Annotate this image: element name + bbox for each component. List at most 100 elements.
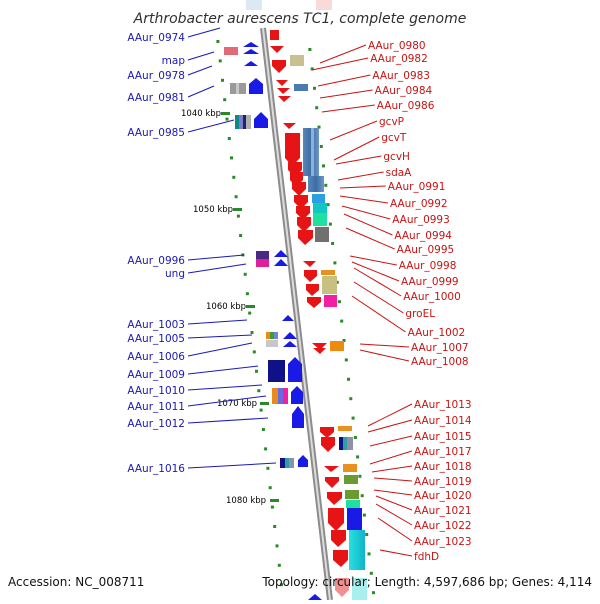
leader-line <box>369 435 413 447</box>
reverse-gene-label[interactable]: groEL <box>405 308 435 320</box>
domain-block <box>321 270 335 275</box>
reverse-gene-label[interactable]: AAur_0995 <box>397 244 455 256</box>
leader-line <box>187 342 253 357</box>
leader-line <box>187 85 215 98</box>
scale-dot <box>264 447 268 451</box>
reverse-gene-label[interactable]: AAur_1008 <box>411 356 469 368</box>
domain-block <box>294 84 308 91</box>
forward-gene-label[interactable]: AAur_1009 <box>127 369 185 381</box>
domain-block <box>308 176 324 192</box>
leader-line <box>187 27 221 38</box>
leader-line <box>359 343 410 348</box>
forward-gene-label[interactable]: AAur_0974 <box>127 32 185 44</box>
reverse-gene-label[interactable]: AAur_1007 <box>411 342 469 354</box>
reverse-gene-label[interactable]: AAur_0983 <box>372 70 430 82</box>
reverse-gene-label[interactable]: AAur_0998 <box>399 260 457 272</box>
leader-line <box>367 419 413 433</box>
leader-line <box>319 89 373 99</box>
reverse-gene-label[interactable]: AAur_1002 <box>408 327 466 339</box>
domain-block <box>283 388 288 404</box>
reverse-gene-label[interactable]: AAur_1019 <box>414 476 472 488</box>
reverse-gene-label[interactable]: AAur_1015 <box>414 431 472 443</box>
scale-dot <box>270 505 274 509</box>
forward-gene-label[interactable]: AAur_1012 <box>127 418 185 430</box>
forward-gene-label[interactable]: AAur_1006 <box>127 351 185 363</box>
reverse-gene-label[interactable]: AAur_0984 <box>375 85 433 97</box>
scale-dot <box>365 533 369 536</box>
reverse-gene-label[interactable]: AAur_1014 <box>414 415 472 427</box>
forward-gene-label[interactable]: AAur_1010 <box>127 385 185 397</box>
scale-dot <box>223 98 227 102</box>
leader-line <box>339 185 386 189</box>
forward-gene-arrow <box>243 42 259 47</box>
reverse-gene-label[interactable]: AAur_1022 <box>414 520 472 532</box>
kbp-label: 1060 kbp <box>206 302 246 312</box>
domain-block <box>313 203 327 213</box>
scale-dot <box>331 242 335 245</box>
domain-block <box>330 341 344 351</box>
reverse-gene-label[interactable]: AAur_0992 <box>390 198 448 210</box>
forward-gene-label[interactable]: ung <box>165 268 185 280</box>
leader-line <box>353 267 402 297</box>
reverse-gene-label[interactable]: AAur_1020 <box>414 490 472 502</box>
reverse-gene-label[interactable]: AAur_0991 <box>388 181 446 193</box>
reverse-gene-label[interactable]: AAur_1021 <box>414 505 472 517</box>
reverse-gene-label[interactable]: AAur_0980 <box>368 40 426 52</box>
scale-dot <box>344 358 348 362</box>
domain-block <box>266 332 270 339</box>
leader-line <box>369 450 413 465</box>
map-title: Arthrobacter aurescens TC1, complete gen… <box>133 11 467 27</box>
domain-block <box>268 360 285 382</box>
reverse-gene-label[interactable]: AAur_1000 <box>403 291 461 303</box>
reverse-gene-label[interactable]: gcvT <box>381 132 407 144</box>
leader-line <box>187 51 215 61</box>
reverse-gene-label[interactable]: AAur_0986 <box>377 100 435 112</box>
forward-gene-label[interactable]: AAur_1011 <box>127 401 185 413</box>
scale-dot <box>333 261 337 265</box>
reverse-gene-label[interactable]: AAur_0999 <box>401 276 459 288</box>
forward-gene-label[interactable]: AAur_0978 <box>127 70 185 82</box>
domain-block <box>344 475 358 484</box>
reverse-gene-label[interactable]: AAur_0982 <box>370 53 428 65</box>
domain-block <box>285 458 289 468</box>
reverse-gene-arrow <box>335 578 349 597</box>
reverse-gene-label[interactable]: AAur_0993 <box>392 214 450 226</box>
scale-dot <box>356 455 360 459</box>
reverse-gene-arrow <box>277 88 290 94</box>
kbp-tick <box>233 208 242 211</box>
reverse-gene-label[interactable]: AAur_1023 <box>414 536 472 548</box>
scale-dot <box>218 59 222 63</box>
forward-gene-label[interactable]: AAur_0985 <box>127 127 185 139</box>
forward-gene-label[interactable]: AAur_1005 <box>127 333 185 345</box>
forward-gene-label[interactable]: AAur_0996 <box>127 255 185 267</box>
leader-line <box>335 155 382 165</box>
reverse-gene-label[interactable]: gcvP <box>379 116 404 128</box>
scale-dot <box>322 164 325 168</box>
leader-line <box>337 171 384 181</box>
reverse-gene-label[interactable]: gcvH <box>383 151 410 163</box>
reverse-gene-arrow <box>327 492 342 505</box>
leader-line <box>187 395 267 407</box>
forward-gene-arrow <box>283 341 297 347</box>
reverse-gene-label[interactable]: fdhD <box>414 551 439 563</box>
reverse-gene-arrow <box>324 466 339 472</box>
reverse-gene-label[interactable]: AAur_1013 <box>414 399 472 411</box>
reverse-gene-label[interactable]: AAur_1017 <box>414 446 472 458</box>
reverse-gene-arrow <box>292 182 306 196</box>
genome-summary-label: Topology: circular; Length: 4,597,686 bp… <box>261 575 592 589</box>
scale-dot <box>280 583 283 587</box>
top-fade-block-right <box>316 0 332 10</box>
reverse-gene-label[interactable]: AAur_1018 <box>414 461 472 473</box>
reverse-gene-arrow <box>270 30 279 40</box>
reverse-gene-label[interactable]: AAur_0994 <box>394 230 452 242</box>
forward-gene-label[interactable]: map <box>162 55 186 67</box>
forward-gene-label[interactable]: AAur_1003 <box>127 319 185 331</box>
reverse-gene-arrow <box>285 133 300 166</box>
reverse-gene-label[interactable]: sdaA <box>386 167 413 179</box>
forward-gene-label[interactable]: AAur_1016 <box>127 463 185 475</box>
leader-line <box>319 44 367 64</box>
domain-block <box>236 83 239 94</box>
forward-gene-label[interactable]: AAur_0981 <box>127 92 185 104</box>
domain-block <box>256 259 269 267</box>
